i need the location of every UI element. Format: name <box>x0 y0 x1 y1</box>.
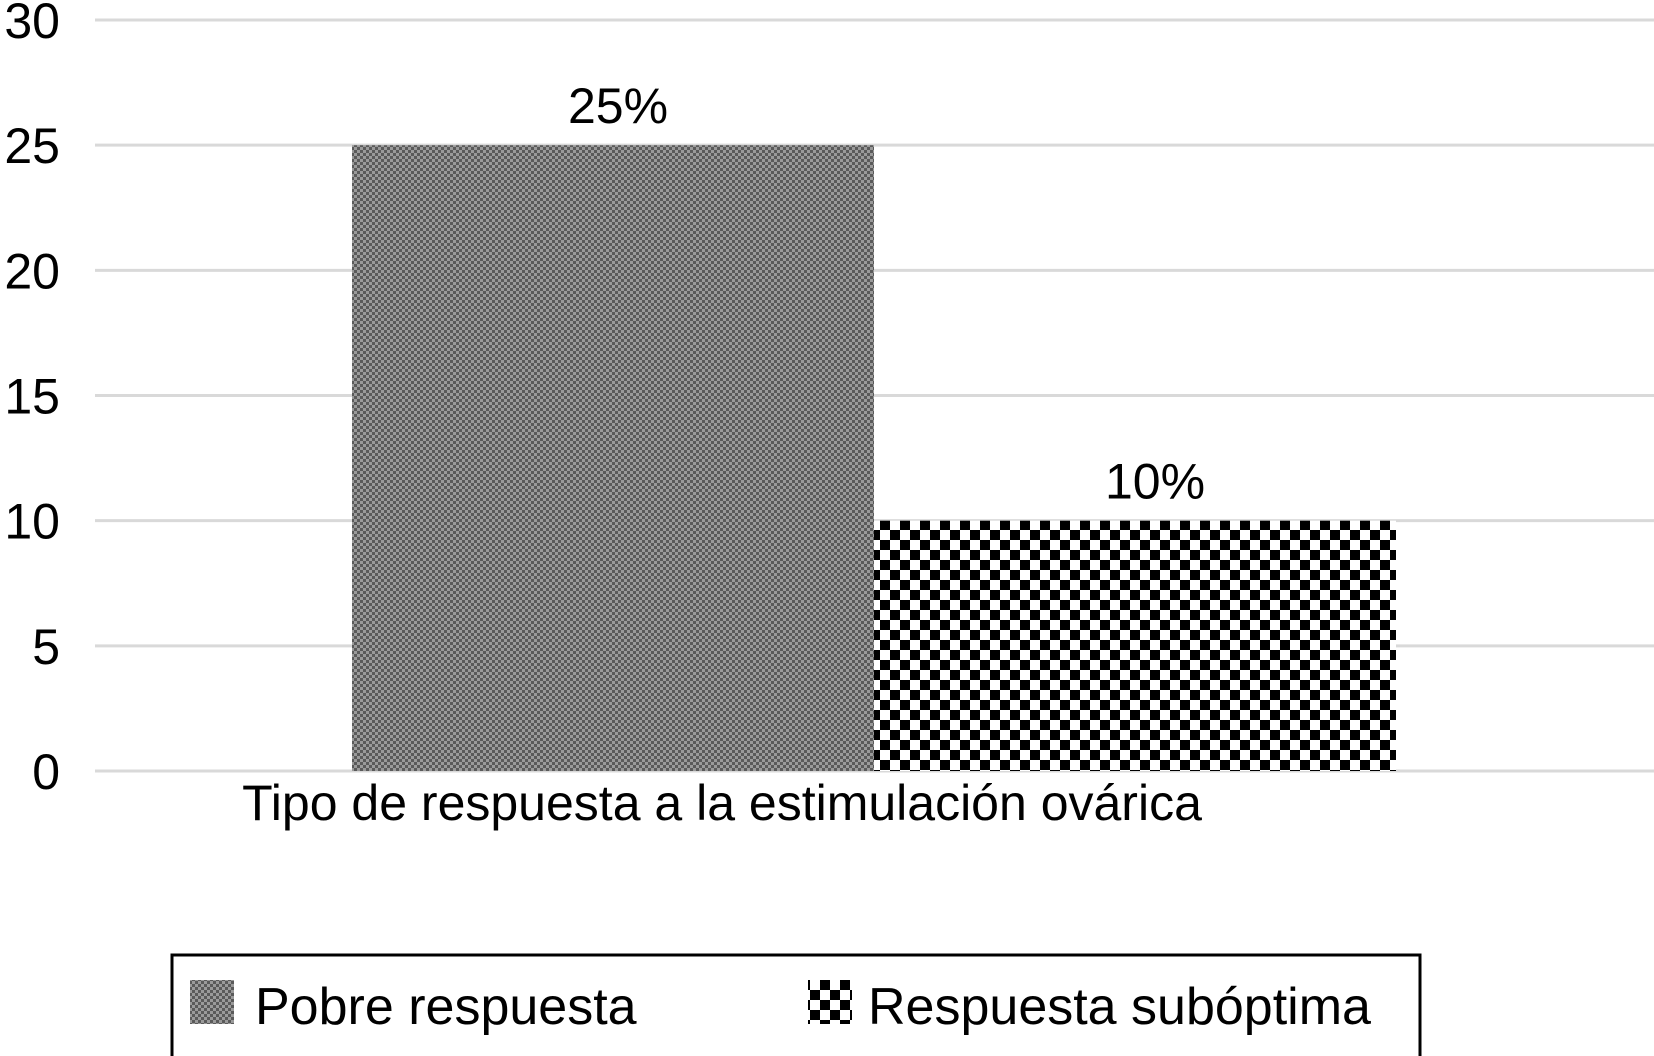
data-label: 10% <box>1105 454 1205 510</box>
legend: Pobre respuesta Respuesta subóptima <box>170 953 1422 1056</box>
y-tick-label: 10 <box>4 494 60 550</box>
bar-respuesta-sub-ptima <box>874 520 1396 771</box>
legend-label-pobre-respuesta: Pobre respuesta <box>255 978 637 1036</box>
legend-frame <box>170 953 1422 1056</box>
bars <box>352 145 1396 771</box>
y-tick-label: 20 <box>4 243 60 299</box>
y-tick-label: 25 <box>4 118 60 174</box>
y-axis-ticks: 0 5 10 15 20 25 30 <box>4 0 60 800</box>
data-labels: 25% 10% <box>568 78 1205 510</box>
y-tick-label: 30 <box>4 0 60 49</box>
bar-pobre-respuesta <box>352 145 874 771</box>
legend-swatch-pobre-respuesta <box>190 980 234 1024</box>
y-tick-label: 15 <box>4 369 60 425</box>
legend-swatch-respuesta-suboptima <box>808 980 852 1024</box>
legend-label-respuesta-suboptima: Respuesta subóptima <box>868 978 1371 1036</box>
y-tick-label: 0 <box>32 744 60 800</box>
y-tick-label: 5 <box>32 619 60 675</box>
data-label: 25% <box>568 78 668 134</box>
x-category-label: Tipo de respuesta a la estimulación ovár… <box>242 775 1202 831</box>
